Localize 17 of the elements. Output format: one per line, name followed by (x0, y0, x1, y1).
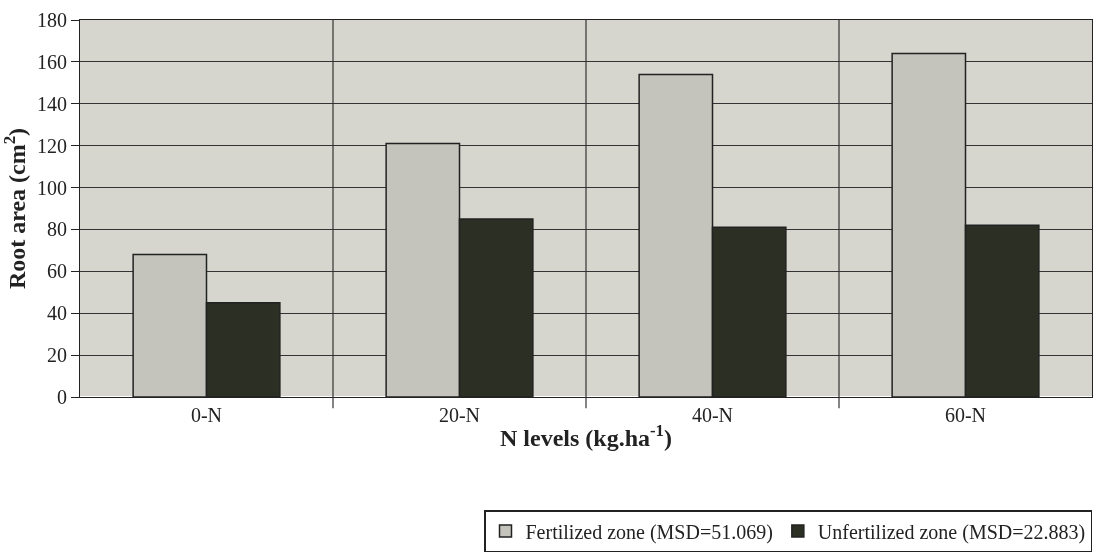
y-tick-label: 40 (47, 302, 67, 325)
y-tick-label: 20 (47, 344, 67, 367)
y-tick-label: 60 (47, 260, 67, 283)
y-tick-label: 0 (57, 386, 67, 408)
x-tick-label: 60-N (944, 404, 987, 426)
legend-label: Unfertilized zone (MSD=22.883) (817, 520, 1086, 544)
x-tick-label: 40-N (691, 404, 734, 426)
x-axis-title: N levels (kg.ha$^{-1}$) (500, 421, 672, 452)
y-tick-label: 180 (37, 9, 67, 31)
y-tick-label: 80 (47, 218, 67, 241)
y-tick-label: 140 (37, 92, 67, 115)
y-tick-label: 120 (37, 134, 67, 157)
y-tick-label: 160 (37, 50, 67, 73)
x-tick-label: 0-N (190, 404, 223, 426)
x-tick-label: 20-N (438, 404, 481, 426)
legend-label: Fertilized zone (MSD=51.069) (525, 520, 773, 544)
y-tick-label: 100 (37, 176, 67, 199)
